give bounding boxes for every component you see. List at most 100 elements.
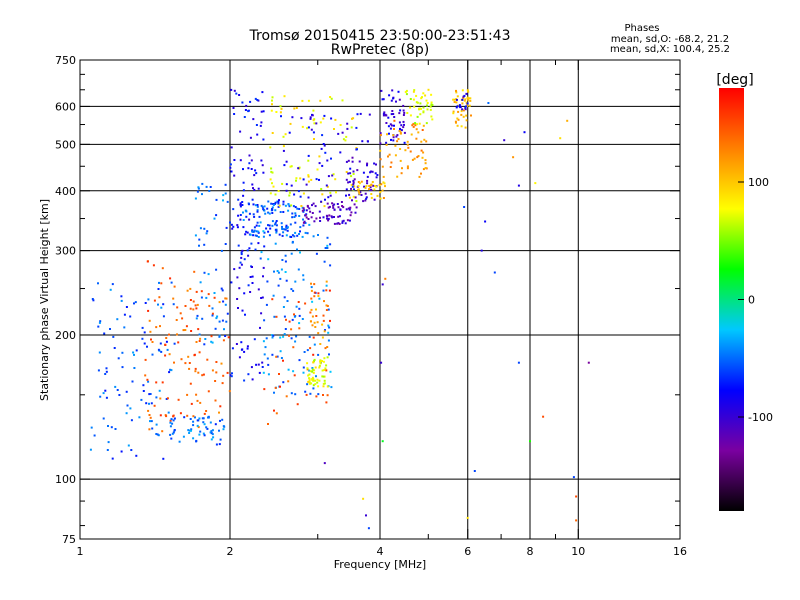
data-point	[425, 140, 428, 143]
data-point	[155, 326, 158, 329]
data-point	[361, 140, 364, 143]
data-point	[311, 376, 314, 379]
data-point	[99, 395, 102, 398]
data-point	[120, 450, 123, 453]
data-point	[106, 449, 109, 451]
data-point	[315, 315, 318, 317]
data-point	[236, 276, 239, 279]
data-point	[412, 122, 415, 125]
data-point	[89, 448, 92, 451]
data-point	[299, 195, 302, 198]
data-point	[111, 283, 114, 286]
data-point	[161, 267, 164, 270]
data-point	[359, 112, 362, 115]
data-point	[215, 443, 218, 446]
data-point	[241, 101, 244, 104]
data-point	[362, 497, 365, 500]
data-point	[292, 205, 295, 208]
data-point	[461, 89, 464, 92]
data-point	[318, 178, 320, 181]
data-point	[316, 321, 319, 324]
data-point	[312, 361, 315, 364]
data-point	[105, 367, 108, 370]
data-point	[290, 165, 293, 168]
data-point	[318, 379, 321, 382]
data-point	[129, 315, 132, 318]
data-point	[203, 423, 206, 426]
data-point	[170, 369, 173, 372]
data-point	[329, 191, 332, 194]
data-point	[462, 96, 465, 99]
data-point	[197, 426, 200, 429]
data-point	[102, 392, 105, 395]
data-point	[307, 180, 310, 183]
data-point	[255, 230, 258, 233]
x-tick-label: 10	[571, 545, 585, 558]
data-point	[319, 99, 322, 102]
data-point	[267, 423, 269, 425]
data-point	[283, 228, 286, 231]
data-point	[411, 158, 414, 161]
data-point	[406, 143, 409, 146]
data-point	[288, 334, 290, 337]
data-point	[248, 162, 251, 165]
data-point	[160, 306, 163, 309]
data-point	[329, 243, 332, 246]
data-point	[219, 405, 222, 408]
data-point	[422, 106, 425, 109]
data-point	[133, 302, 135, 305]
data-point	[290, 184, 293, 187]
data-point	[351, 156, 354, 159]
data-point	[133, 367, 136, 369]
data-point	[254, 234, 257, 237]
data-point	[304, 222, 307, 224]
data-point	[264, 346, 267, 349]
data-point	[469, 97, 472, 100]
data-point	[323, 382, 326, 385]
data-point	[351, 160, 354, 163]
data-point	[326, 215, 329, 218]
data-point	[281, 228, 284, 231]
data-point	[130, 449, 133, 451]
data-point	[313, 360, 315, 363]
data-point	[455, 101, 458, 104]
data-point	[253, 338, 256, 341]
data-point	[251, 266, 253, 268]
data-point	[398, 121, 401, 124]
data-point	[195, 307, 198, 310]
data-point	[250, 242, 253, 245]
data-point	[207, 390, 210, 393]
data-point	[273, 270, 275, 273]
data-point	[318, 297, 321, 300]
data-point	[404, 91, 407, 93]
data-point	[285, 189, 288, 192]
data-point	[271, 334, 274, 337]
data-point	[462, 115, 465, 118]
data-point	[241, 309, 244, 312]
data-point	[323, 260, 326, 263]
data-point	[192, 424, 195, 427]
data-point	[104, 373, 107, 375]
data-point	[308, 335, 311, 338]
data-point	[415, 94, 418, 97]
data-point	[279, 105, 282, 108]
data-point	[261, 91, 264, 94]
data-point	[310, 289, 313, 292]
data-point	[280, 115, 282, 118]
data-point	[313, 358, 316, 361]
data-point	[222, 199, 224, 202]
data-point	[93, 434, 96, 437]
data-point	[420, 97, 423, 100]
data-point	[178, 440, 181, 443]
data-point	[258, 215, 261, 218]
data-point	[131, 380, 134, 383]
data-point	[271, 99, 273, 102]
data-point	[356, 169, 359, 172]
data-point	[270, 170, 273, 173]
data-point	[348, 219, 351, 222]
data-point	[298, 307, 301, 310]
data-point	[464, 126, 467, 129]
data-point	[197, 371, 200, 374]
data-point	[138, 416, 141, 419]
data-point	[277, 271, 280, 274]
